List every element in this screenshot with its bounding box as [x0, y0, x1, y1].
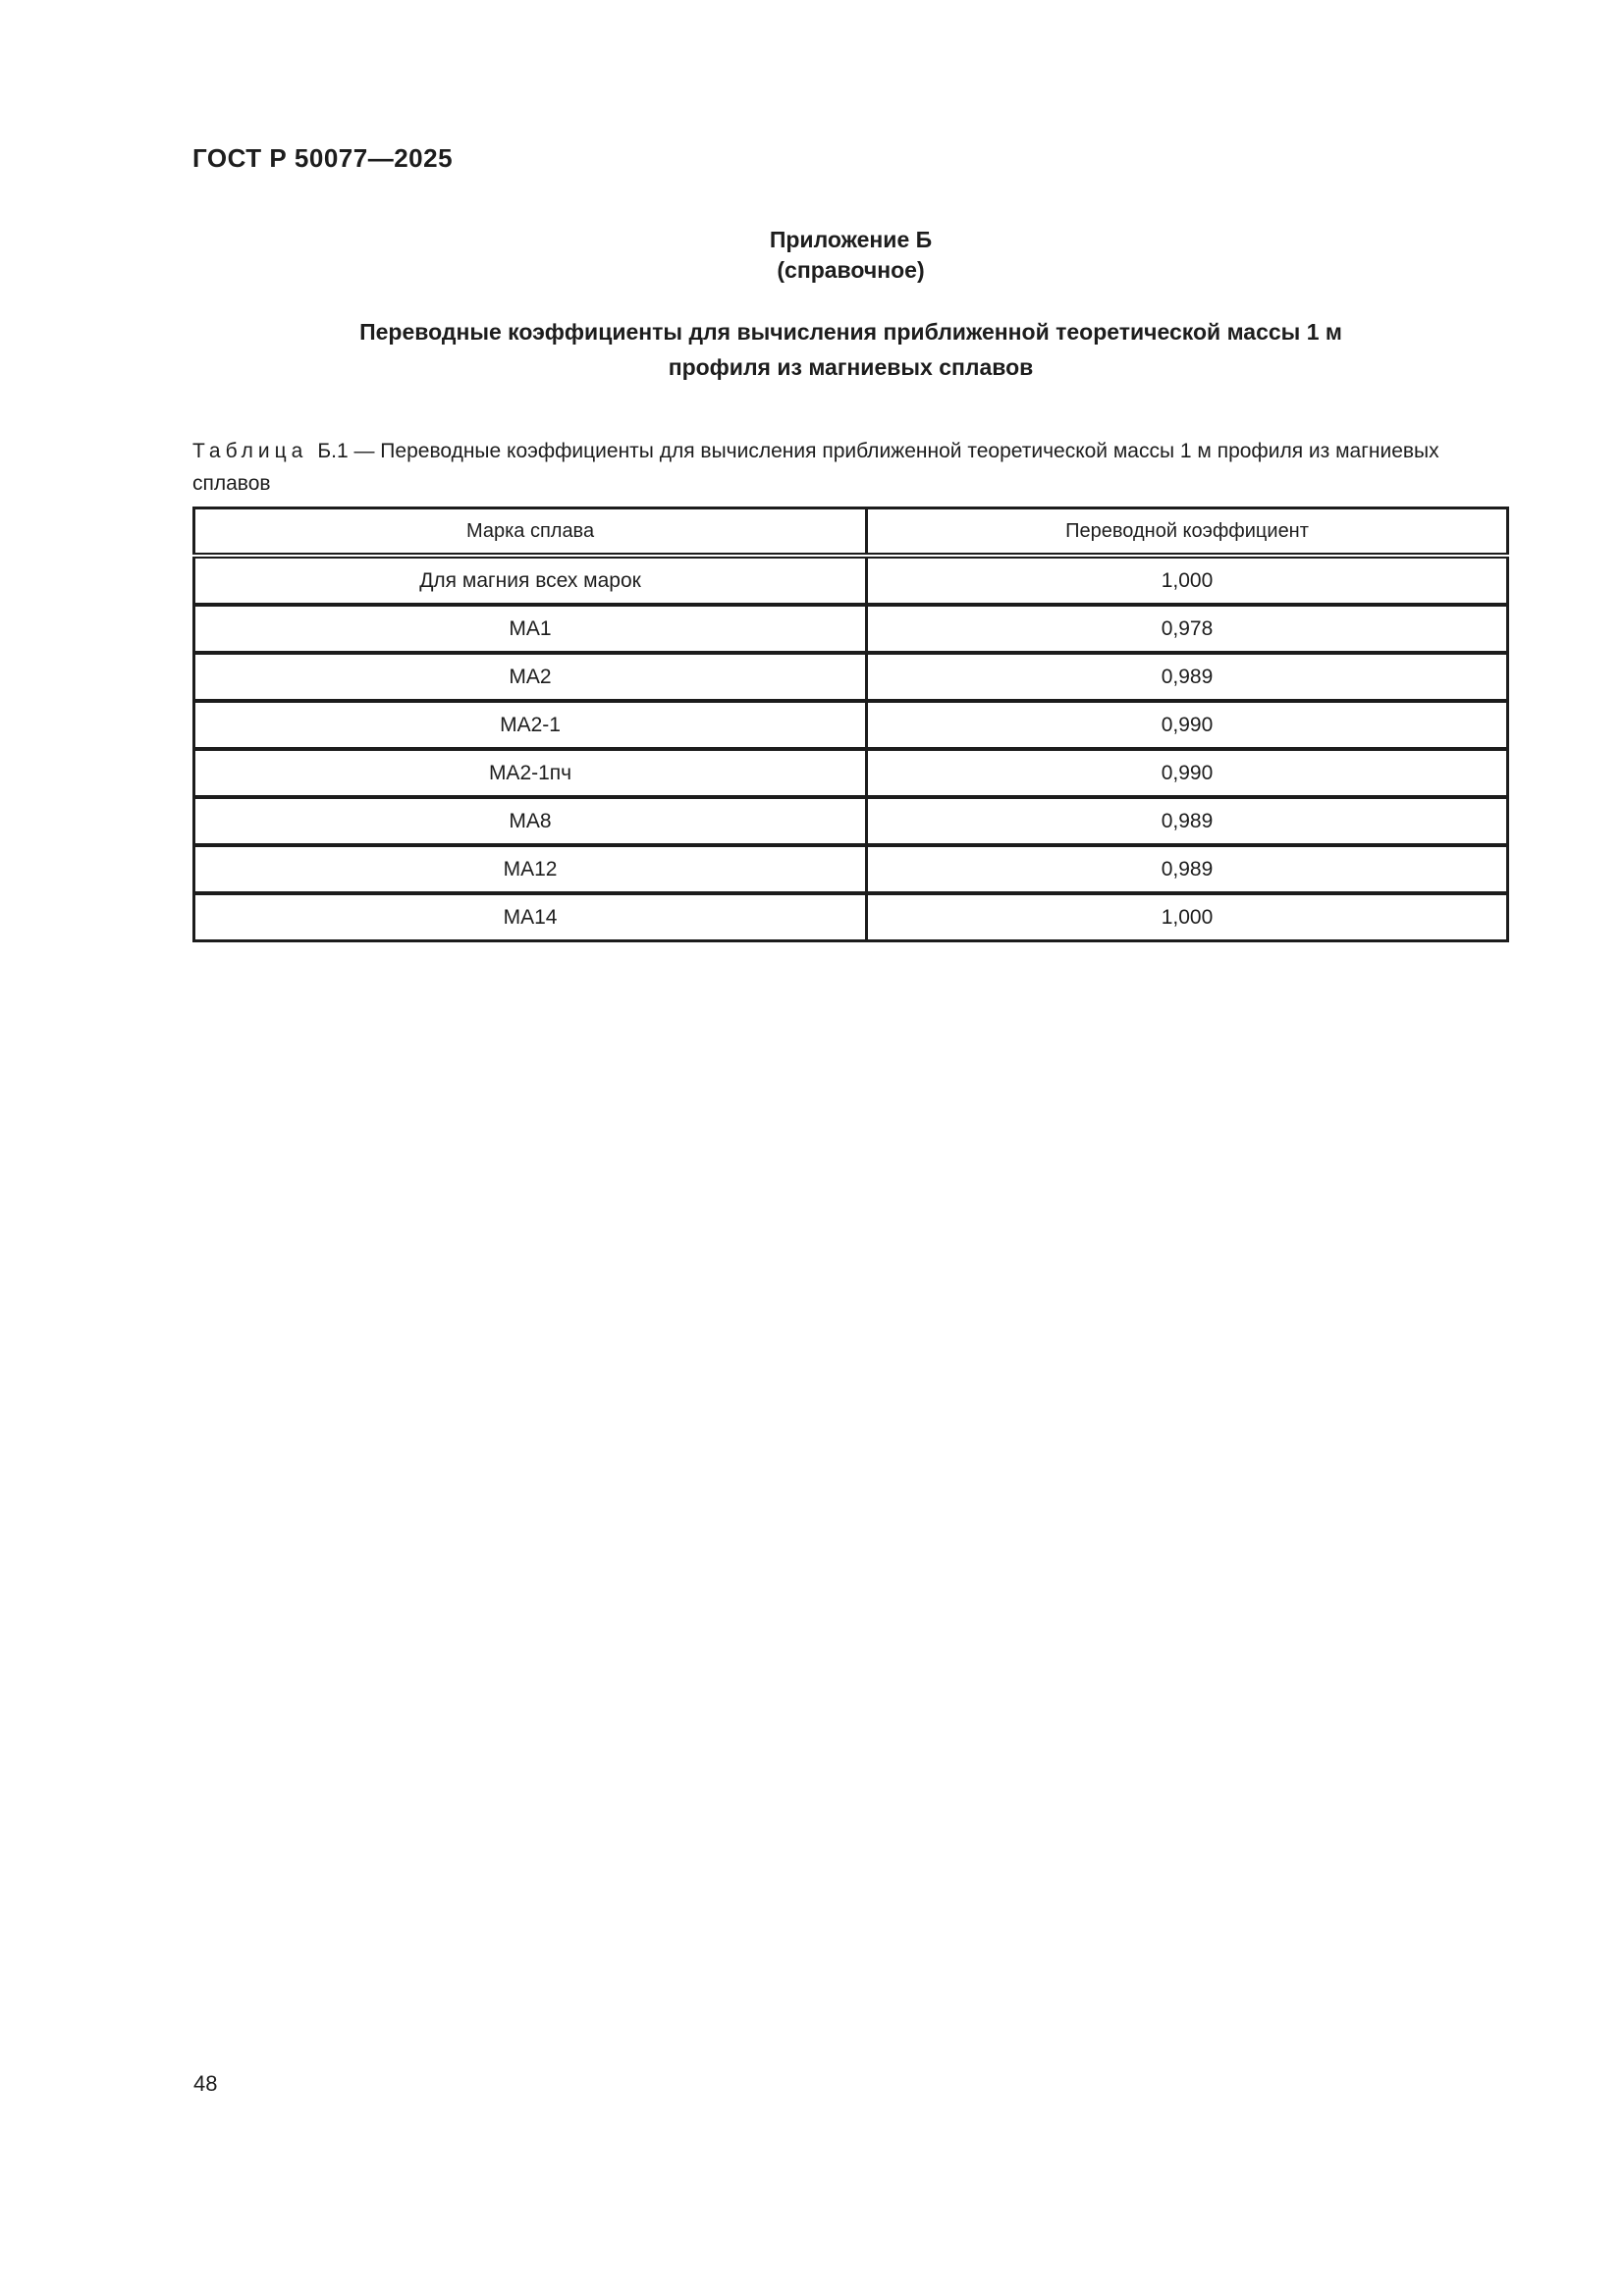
alloy-grade-cell: МА2-1пч [191, 747, 869, 799]
appendix-title-line-1: Переводные коэффициенты для вычисления п… [359, 319, 1342, 345]
alloy-grade-cell: МА12 [191, 843, 869, 895]
table-row: МА8 0,989 [191, 795, 1509, 847]
conversion-coefficient-cell: 0,990 [865, 699, 1509, 751]
coefficients-table: Марка сплава Переводной коэффициент Для … [191, 507, 1509, 942]
conversion-coefficient-cell: 0,989 [865, 795, 1509, 847]
alloy-grade-cell: МА1 [191, 603, 869, 655]
alloy-grade-cell: МА14 [191, 891, 869, 942]
column-header-conversion-coefficient: Переводной коэффициент [865, 507, 1509, 559]
table-header-row: Марка сплава Переводной коэффициент [191, 507, 1509, 559]
table-row: МА2-1пч 0,990 [191, 747, 1509, 799]
document-code: ГОСТ Р 50077—2025 [192, 143, 454, 173]
alloy-table-body: Для магния всех марок 1,000 МА1 0,978 МА2 0,9… [191, 554, 1509, 942]
appendix-kind: (справочное) [777, 257, 925, 283]
column-header-alloy-grade: Марка сплава [191, 507, 869, 559]
table-row: МА14 1,000 [191, 891, 1509, 942]
alloy-grade-cell: МА2-1 [191, 699, 869, 751]
alloy-grade-cell: Для магния всех марок [191, 554, 869, 607]
conversion-coefficient-cell: 0,989 [865, 651, 1509, 703]
conversion-coefficient-cell: 0,990 [865, 747, 1509, 799]
conversion-coefficient-cell: 0,978 [865, 603, 1509, 655]
appendix-label: Приложение Б [769, 227, 933, 252]
table-row: МА1 0,978 [191, 603, 1509, 655]
table-row: Для магния всех марок 1,000 [191, 554, 1509, 607]
table-row: МА2-1 0,990 [191, 699, 1509, 751]
table-row: МА12 0,989 [191, 843, 1509, 895]
conversion-coefficient-cell: 0,989 [865, 843, 1509, 895]
appendix-title-line-2: профиля из магниевых сплавов [668, 354, 1034, 380]
table-caption: Таблица Б.1 — Переводные коэффициенты для… [192, 435, 1509, 500]
table-row: МА2 0,989 [191, 651, 1509, 703]
table-caption-word: Таблица [192, 440, 308, 462]
appendix-title: Переводные коэффициенты для вычисления п… [192, 314, 1509, 385]
page-number: 48 [193, 2071, 218, 2096]
conversion-coefficient-cell: 1,000 [865, 554, 1509, 607]
alloy-grade-cell: МА8 [191, 795, 869, 847]
alloy-grade-cell: МА2 [191, 651, 869, 703]
conversion-coefficient-cell: 1,000 [865, 891, 1509, 942]
table-caption-text: Б.1 — Переводные коэффициенты для вычисл… [192, 440, 1439, 495]
